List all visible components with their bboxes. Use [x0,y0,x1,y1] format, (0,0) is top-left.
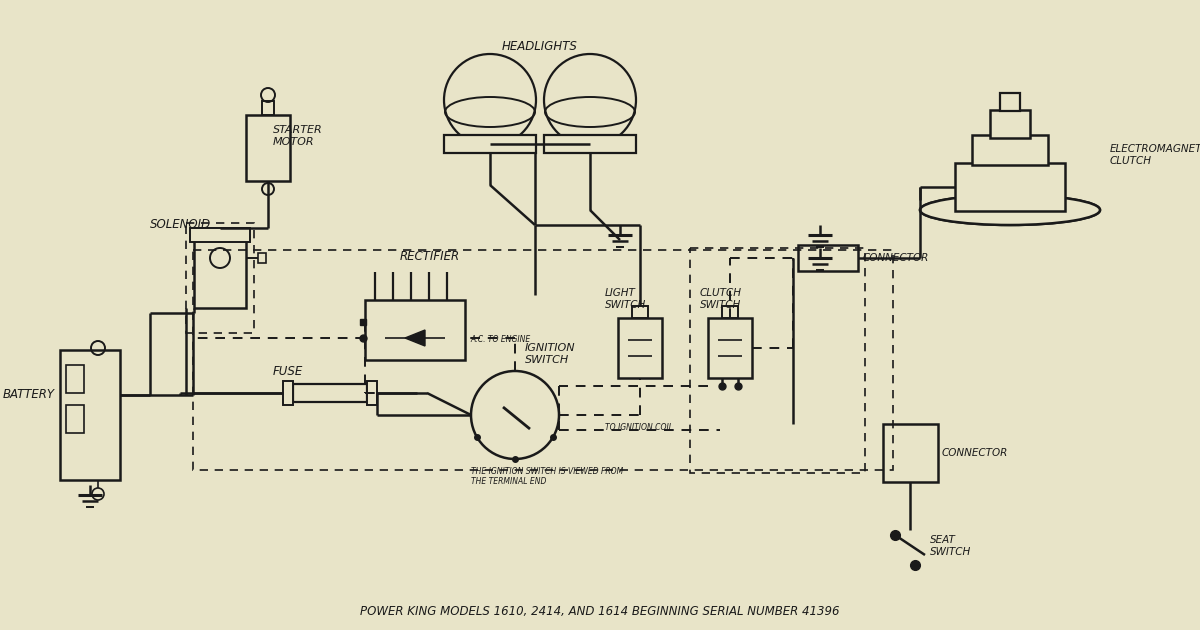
Text: LIGHT
SWITCH: LIGHT SWITCH [605,288,647,309]
Bar [193,250,893,470]
Bar [990,110,1030,138]
Text: STARTER
MOTOR: STARTER MOTOR [274,125,323,147]
Bar [66,365,84,393]
Text: IGNITION
SWITCH: IGNITION SWITCH [526,343,576,365]
Bar [186,223,254,333]
Bar [194,228,246,308]
Text: RECTIFIER: RECTIFIER [400,250,460,263]
Text: CLUTCH
SWITCH: CLUTCH SWITCH [700,288,742,309]
Text: HEADLIGHTS: HEADLIGHTS [502,40,578,53]
Bar [883,424,938,482]
Text: BATTERY: BATTERY [2,389,55,401]
Bar [60,350,120,480]
Polygon shape [406,330,425,346]
Bar [246,115,290,181]
Text: SOLENOID: SOLENOID [150,218,211,231]
Bar [262,101,274,115]
Bar [798,245,858,271]
Text: CONNECTOR: CONNECTOR [942,448,1008,458]
Bar [444,135,536,153]
Text: TO IGNITION COIL: TO IGNITION COIL [605,423,673,432]
Ellipse shape [920,195,1100,225]
Bar [365,300,466,360]
Bar [972,135,1048,165]
Text: FUSE: FUSE [274,365,304,378]
Bar [66,405,84,433]
Bar [632,306,648,318]
Bar [283,381,293,405]
Bar [618,318,662,378]
Bar [544,135,636,153]
Bar [1000,93,1020,111]
Bar [258,253,266,263]
Bar [190,228,250,242]
Text: A.C. TO ENGINE: A.C. TO ENGINE [470,336,530,345]
Bar [293,384,367,402]
Bar [955,163,1066,211]
Bar [367,381,377,405]
Text: CONNECTOR: CONNECTOR [863,253,929,263]
Text: THE IGNITION SWITCH IS VIEWED FROM
THE TERMINAL END: THE IGNITION SWITCH IS VIEWED FROM THE T… [470,467,623,486]
Bar [690,248,865,473]
Bar [722,306,738,318]
Text: POWER KING MODELS 1610, 2414, AND 1614 BEGINNING SERIAL NUMBER 41396: POWER KING MODELS 1610, 2414, AND 1614 B… [360,605,840,619]
Text: ELECTROMAGNETIC
CLUTCH: ELECTROMAGNETIC CLUTCH [1110,144,1200,166]
Text: SEAT
SWITCH: SEAT SWITCH [930,535,971,556]
Bar [708,318,752,378]
